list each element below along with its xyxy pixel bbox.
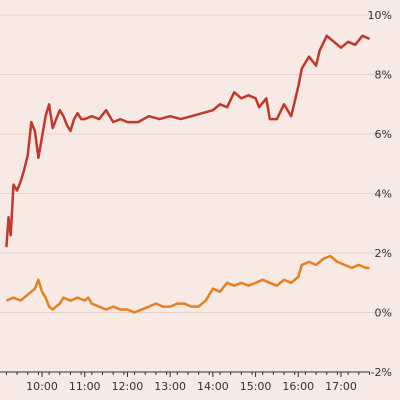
x-tick-label: 11:00 xyxy=(69,380,101,393)
x-tick-label: 10:00 xyxy=(26,380,58,393)
y-tick-label: 6% xyxy=(375,128,392,141)
series-line-1 xyxy=(5,34,370,248)
y-tick-label: 8% xyxy=(375,69,392,82)
x-tick-label: 17:00 xyxy=(325,380,357,393)
x-tick-label: 16:00 xyxy=(282,380,314,393)
y-tick-label: 10% xyxy=(368,9,392,22)
x-tick-label: 14:00 xyxy=(197,380,229,393)
series-line-2 xyxy=(5,254,370,314)
y-tick-label: 4% xyxy=(375,188,392,201)
y-tick-label: 0% xyxy=(375,307,392,320)
y-tick-label: 2% xyxy=(375,247,392,260)
y-tick-label: -2% xyxy=(371,366,392,379)
x-tick-label: 12:00 xyxy=(112,380,144,393)
x-tick-label: 13:00 xyxy=(154,380,186,393)
x-tick-label: 15:00 xyxy=(240,380,272,393)
